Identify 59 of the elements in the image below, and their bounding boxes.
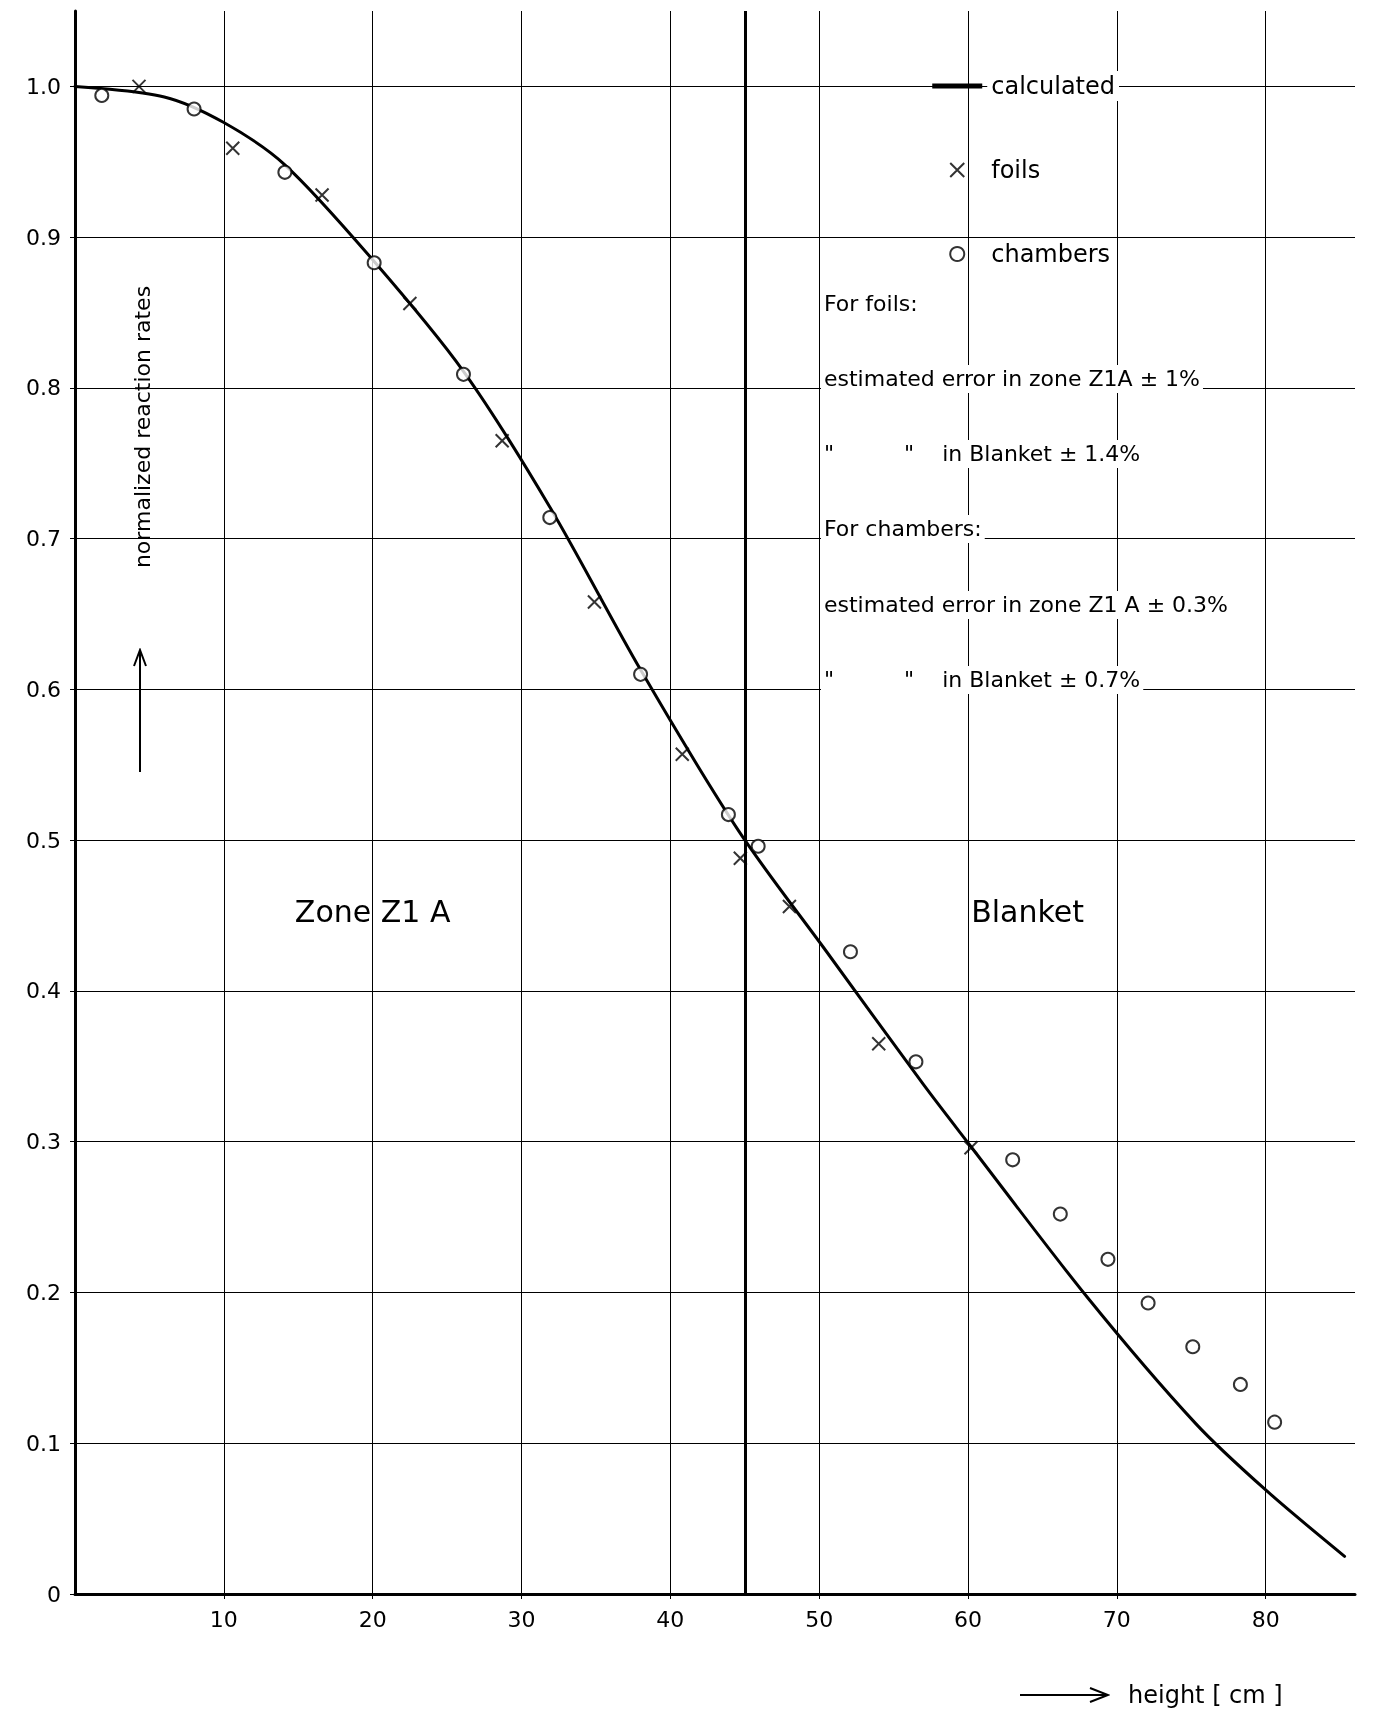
x-tick-label: 30 xyxy=(507,1606,536,1632)
point xyxy=(366,255,382,271)
y-tick-label: 1.0 xyxy=(26,73,61,99)
point xyxy=(225,140,241,156)
y-tick-label: 0.7 xyxy=(26,526,61,552)
annotation: " " in Blanket ± 1.4% xyxy=(824,440,1141,466)
point xyxy=(1185,1339,1201,1355)
point xyxy=(131,78,147,94)
x-tick-label: 80 xyxy=(1251,1606,1280,1632)
point xyxy=(542,510,558,526)
x-tick-label: 40 xyxy=(656,1606,685,1632)
point xyxy=(1005,1152,1021,1168)
point xyxy=(455,366,471,382)
point xyxy=(314,187,330,203)
annotation: Zone Z1 A xyxy=(294,893,451,929)
point xyxy=(277,164,293,180)
annotation: estimated error in zone Z1A ± 1% xyxy=(824,365,1200,391)
point xyxy=(402,295,418,311)
x-tick-label: 50 xyxy=(805,1606,834,1632)
annotation: estimated error in zone Z1 A ± 0.3% xyxy=(824,591,1228,617)
point xyxy=(720,807,736,823)
point xyxy=(842,944,858,960)
point xyxy=(633,666,649,682)
point xyxy=(908,1054,924,1070)
point xyxy=(871,1036,887,1052)
y-tick-label: 0.9 xyxy=(26,224,61,250)
legend-label: foils xyxy=(991,156,1041,184)
legend-label: chambers xyxy=(991,240,1111,268)
y-tick-label: 0 xyxy=(47,1581,61,1607)
point xyxy=(1267,1414,1283,1430)
y-tick-label: 0.4 xyxy=(26,978,61,1004)
y-tick-label: 0.6 xyxy=(26,676,61,702)
point xyxy=(781,899,797,915)
y-tick-label: 0.5 xyxy=(26,827,61,853)
annotation: " " in Blanket ± 0.7% xyxy=(824,666,1141,692)
x-tick-label: 20 xyxy=(358,1606,387,1632)
point xyxy=(1140,1295,1156,1311)
point xyxy=(1232,1376,1248,1392)
point xyxy=(494,433,510,449)
point xyxy=(750,838,766,854)
y-tick-label: 0.2 xyxy=(26,1279,61,1305)
x-tick-label: 10 xyxy=(209,1606,238,1632)
point xyxy=(586,594,602,610)
legend-label: calculated xyxy=(991,72,1115,100)
point xyxy=(94,87,110,103)
y-tick-label: 0.1 xyxy=(26,1430,61,1456)
y-tick-label: 0.8 xyxy=(26,375,61,401)
point xyxy=(1100,1251,1116,1267)
y-tick-label: 0.3 xyxy=(26,1129,61,1155)
x-tick-label: 60 xyxy=(954,1606,983,1632)
annotation: Blanket xyxy=(971,893,1085,929)
annotation: For chambers: xyxy=(824,515,982,541)
point xyxy=(1052,1206,1068,1222)
x-tick-label: 70 xyxy=(1102,1606,1131,1632)
annotation: For foils: xyxy=(824,290,918,316)
y-axis-title: normalized reaction rates xyxy=(129,285,155,569)
point xyxy=(186,101,202,117)
point xyxy=(674,746,690,762)
x-axis-title: height [ cm ] xyxy=(1128,1681,1283,1709)
